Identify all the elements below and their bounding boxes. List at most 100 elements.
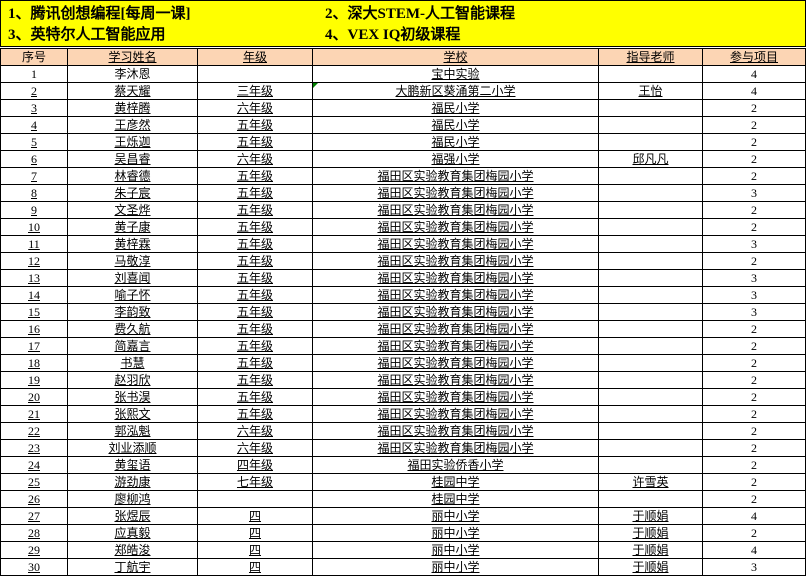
cell-school[interactable]: 桂园中学 <box>312 490 599 508</box>
cell-grade[interactable]: 五年级 <box>197 133 313 151</box>
cell-school[interactable]: 福田区实验教育集团梅园小学 <box>312 184 599 202</box>
cell-grade[interactable]: 四 <box>197 558 313 576</box>
cell-project-count[interactable]: 3 <box>702 235 806 253</box>
cell-serial-number[interactable]: 5 <box>0 133 68 151</box>
cell-school[interactable]: 福田区实验教育集团梅园小学 <box>312 388 599 406</box>
cell-teacher[interactable] <box>598 116 703 134</box>
header-grade[interactable]: 年级 <box>197 48 313 66</box>
cell-teacher[interactable] <box>598 422 703 440</box>
cell-serial-number[interactable]: 9 <box>0 201 68 219</box>
cell-project-count[interactable]: 4 <box>702 82 806 100</box>
cell-grade[interactable]: 五年级 <box>197 218 313 236</box>
cell-serial-number[interactable]: 3 <box>0 99 68 117</box>
cell-school[interactable]: 福田区实验教育集团梅园小学 <box>312 167 599 185</box>
cell-project-count[interactable]: 3 <box>702 184 806 202</box>
cell-serial-number[interactable]: 1 <box>0 65 68 83</box>
cell-serial-number[interactable]: 30 <box>0 558 68 576</box>
cell-student-name[interactable]: 马敬淳 <box>67 252 198 270</box>
header-school[interactable]: 学校 <box>312 48 599 66</box>
cell-school[interactable]: 福民小学 <box>312 133 599 151</box>
cell-grade[interactable]: 五年级 <box>197 320 313 338</box>
cell-grade[interactable]: 五年级 <box>197 184 313 202</box>
cell-grade[interactable]: 六年级 <box>197 422 313 440</box>
cell-school[interactable]: 福田区实验教育集团梅园小学 <box>312 439 599 457</box>
cell-teacher[interactable] <box>598 201 703 219</box>
course-list-banner[interactable]: 1、腾讯创想编程[每周一课] 2、深大STEM-人工智能课程 3、英特尔人工智能… <box>0 0 806 47</box>
cell-serial-number[interactable]: 25 <box>0 473 68 491</box>
cell-student-name[interactable]: 丁航宇 <box>67 558 198 576</box>
cell-serial-number[interactable]: 11 <box>0 235 68 253</box>
cell-student-name[interactable]: 郭泓魁 <box>67 422 198 440</box>
cell-school[interactable]: 福田区实验教育集团梅园小学 <box>312 286 599 304</box>
cell-school[interactable]: 福田区实验教育集团梅园小学 <box>312 405 599 423</box>
cell-serial-number[interactable]: 4 <box>0 116 68 134</box>
cell-project-count[interactable]: 4 <box>702 507 806 525</box>
cell-serial-number[interactable]: 12 <box>0 252 68 270</box>
cell-school[interactable]: 福民小学 <box>312 99 599 117</box>
cell-serial-number[interactable]: 7 <box>0 167 68 185</box>
cell-student-name[interactable]: 郑皓浚 <box>67 541 198 559</box>
cell-school[interactable]: 大鹏新区葵涌第二小学 <box>312 82 599 100</box>
cell-teacher[interactable]: 王怡 <box>598 82 703 100</box>
cell-student-name[interactable]: 吴昌睿 <box>67 150 198 168</box>
cell-teacher[interactable] <box>598 388 703 406</box>
cell-grade[interactable]: 六年级 <box>197 439 313 457</box>
cell-serial-number[interactable]: 13 <box>0 269 68 287</box>
cell-student-name[interactable]: 应真毅 <box>67 524 198 542</box>
cell-project-count[interactable]: 4 <box>702 65 806 83</box>
cell-grade[interactable]: 五年级 <box>197 286 313 304</box>
cell-student-name[interactable]: 李韵致 <box>67 303 198 321</box>
cell-project-count[interactable]: 4 <box>702 541 806 559</box>
cell-teacher[interactable] <box>598 405 703 423</box>
cell-teacher[interactable]: 于顺娟 <box>598 541 703 559</box>
cell-student-name[interactable]: 王烁迦 <box>67 133 198 151</box>
cell-student-name[interactable]: 黄玺语 <box>67 456 198 474</box>
cell-student-name[interactable]: 黄子康 <box>67 218 198 236</box>
cell-teacher[interactable] <box>598 65 703 83</box>
cell-school[interactable]: 福田区实验教育集团梅园小学 <box>312 235 599 253</box>
cell-project-count[interactable]: 3 <box>702 558 806 576</box>
cell-grade[interactable]: 五年级 <box>197 303 313 321</box>
cell-project-count[interactable]: 2 <box>702 337 806 355</box>
cell-teacher[interactable]: 于顺娟 <box>598 558 703 576</box>
cell-school[interactable]: 福田区实验教育集团梅园小学 <box>312 252 599 270</box>
cell-serial-number[interactable]: 16 <box>0 320 68 338</box>
cell-teacher[interactable] <box>598 320 703 338</box>
cell-student-name[interactable]: 刘喜闻 <box>67 269 198 287</box>
cell-serial-number[interactable]: 19 <box>0 371 68 389</box>
cell-project-count[interactable]: 2 <box>702 456 806 474</box>
cell-student-name[interactable]: 书慧 <box>67 354 198 372</box>
cell-project-count[interactable]: 2 <box>702 116 806 134</box>
cell-grade[interactable]: 六年级 <box>197 150 313 168</box>
cell-project-count[interactable]: 2 <box>702 388 806 406</box>
cell-teacher[interactable] <box>598 133 703 151</box>
cell-grade[interactable]: 四 <box>197 541 313 559</box>
cell-teacher[interactable] <box>598 167 703 185</box>
cell-serial-number[interactable]: 24 <box>0 456 68 474</box>
cell-serial-number[interactable]: 21 <box>0 405 68 423</box>
cell-teacher[interactable] <box>598 337 703 355</box>
cell-project-count[interactable]: 3 <box>702 286 806 304</box>
cell-serial-number[interactable]: 28 <box>0 524 68 542</box>
cell-teacher[interactable] <box>598 99 703 117</box>
cell-school[interactable]: 福田区实验教育集团梅园小学 <box>312 354 599 372</box>
cell-grade[interactable]: 四 <box>197 524 313 542</box>
cell-teacher[interactable] <box>598 252 703 270</box>
cell-student-name[interactable]: 简嘉言 <box>67 337 198 355</box>
cell-school[interactable]: 福田区实验教育集团梅园小学 <box>312 337 599 355</box>
cell-teacher[interactable] <box>598 269 703 287</box>
cell-serial-number[interactable]: 15 <box>0 303 68 321</box>
cell-school[interactable]: 宝中实验 <box>312 65 599 83</box>
cell-grade[interactable]: 七年级 <box>197 473 313 491</box>
cell-serial-number[interactable]: 23 <box>0 439 68 457</box>
cell-serial-number[interactable]: 8 <box>0 184 68 202</box>
cell-school[interactable]: 丽中小学 <box>312 507 599 525</box>
cell-student-name[interactable]: 王彦然 <box>67 116 198 134</box>
cell-school[interactable]: 福田实验侨香小学 <box>312 456 599 474</box>
header-serial-number[interactable]: 序号 <box>0 48 68 66</box>
cell-serial-number[interactable]: 22 <box>0 422 68 440</box>
cell-teacher[interactable] <box>598 354 703 372</box>
cell-project-count[interactable]: 2 <box>702 422 806 440</box>
cell-serial-number[interactable]: 14 <box>0 286 68 304</box>
cell-school[interactable]: 福强小学 <box>312 150 599 168</box>
